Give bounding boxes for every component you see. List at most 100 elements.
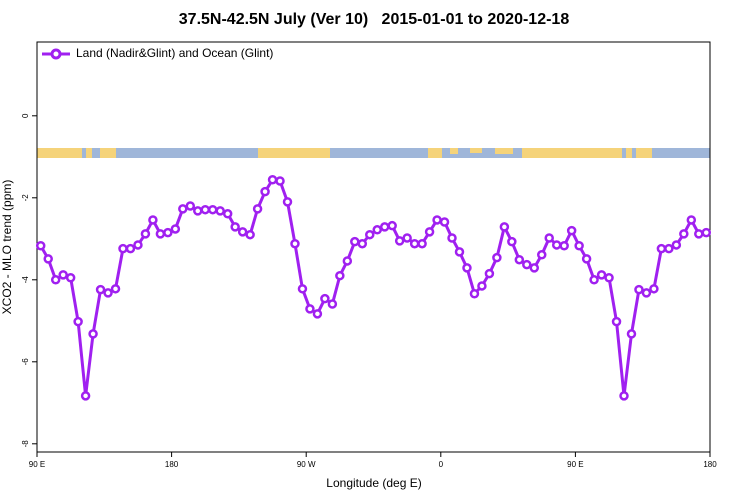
- point: [350, 236, 360, 247]
- point: [125, 243, 136, 254]
- land: [428, 148, 442, 158]
- point: [260, 186, 270, 197]
- point: [275, 176, 285, 186]
- point: [514, 254, 525, 265]
- point: [529, 263, 540, 273]
- point: [596, 270, 607, 280]
- y-tick-label: 0: [21, 113, 30, 118]
- point: [544, 233, 554, 243]
- point: [215, 206, 225, 216]
- point: [379, 222, 390, 232]
- point: [267, 175, 278, 185]
- point: [320, 293, 330, 304]
- point: [200, 204, 210, 215]
- x-tick-label: 0: [439, 460, 444, 469]
- x-tick-label: 90 E: [567, 460, 583, 469]
- land: [258, 148, 330, 158]
- point: [185, 201, 196, 211]
- legend-marker: [50, 48, 62, 60]
- legend-label: Land (Nadir&Glint) and Ocean (Glint): [76, 46, 273, 60]
- land: [636, 148, 652, 158]
- point: [589, 275, 599, 285]
- point: [43, 254, 53, 264]
- point: [664, 243, 674, 254]
- point: [222, 209, 233, 219]
- point: [439, 217, 450, 227]
- land: [450, 148, 458, 154]
- point: [499, 222, 510, 232]
- point: [73, 316, 83, 327]
- point: [335, 270, 345, 281]
- point: [409, 238, 420, 249]
- point: [80, 391, 91, 401]
- land: [495, 148, 513, 154]
- point: [95, 284, 106, 295]
- map-strip: [37, 148, 710, 158]
- point: [155, 229, 166, 239]
- point: [290, 238, 300, 249]
- point: [566, 225, 577, 236]
- point: [447, 233, 457, 243]
- point: [686, 215, 697, 225]
- x-tick-label: 90 W: [297, 460, 316, 469]
- y-tick-label: -4: [21, 276, 30, 284]
- point: [679, 229, 689, 239]
- x-tick-label: 180: [703, 460, 717, 469]
- point: [604, 273, 614, 283]
- point: [245, 229, 255, 240]
- y-tick-label: -8: [21, 440, 30, 448]
- point: [522, 259, 532, 270]
- point: [88, 329, 98, 339]
- point: [372, 225, 382, 235]
- point: [387, 220, 397, 231]
- point: [237, 227, 248, 237]
- y-tick-label: -2: [21, 194, 30, 202]
- x-axis-label: Longitude (deg E): [326, 476, 421, 490]
- point: [551, 240, 562, 250]
- land: [626, 148, 632, 158]
- land: [86, 148, 92, 158]
- land: [37, 148, 82, 158]
- point: [469, 288, 480, 299]
- point: [626, 329, 637, 339]
- point: [327, 299, 338, 309]
- point: [312, 309, 323, 319]
- point: [103, 288, 113, 298]
- point: [305, 304, 315, 314]
- y-axis-label: XCO2 - MLO trend (ppm): [0, 180, 14, 315]
- land: [470, 148, 482, 153]
- point: [170, 224, 181, 234]
- point: [50, 275, 61, 285]
- point: [342, 256, 353, 266]
- point: [507, 236, 517, 247]
- point: [611, 316, 622, 327]
- x-tick-label: 90 E: [29, 460, 45, 469]
- point: [559, 241, 569, 251]
- legend: Land (Nadir&Glint) and Ocean (Glint): [42, 46, 273, 60]
- point: [65, 273, 76, 283]
- chart-title: 37.5N-42.5N July (Ver 10) 2015-01-01 to …: [179, 11, 570, 28]
- point: [365, 229, 375, 240]
- point: [574, 241, 584, 251]
- point: [35, 241, 46, 251]
- point: [230, 222, 240, 232]
- point: [282, 197, 293, 207]
- point: [649, 284, 659, 294]
- point: [619, 391, 629, 401]
- x-tick-label: 180: [165, 460, 179, 469]
- point: [484, 268, 495, 279]
- point: [394, 236, 405, 246]
- point: [454, 247, 465, 257]
- point: [357, 238, 368, 249]
- point: [417, 238, 427, 249]
- point: [148, 215, 158, 225]
- point: [178, 204, 188, 214]
- point: [424, 227, 435, 237]
- point: [402, 233, 412, 243]
- point: [252, 204, 263, 214]
- point: [110, 284, 121, 294]
- land: [522, 148, 622, 158]
- point: [634, 284, 644, 295]
- point: [641, 288, 652, 298]
